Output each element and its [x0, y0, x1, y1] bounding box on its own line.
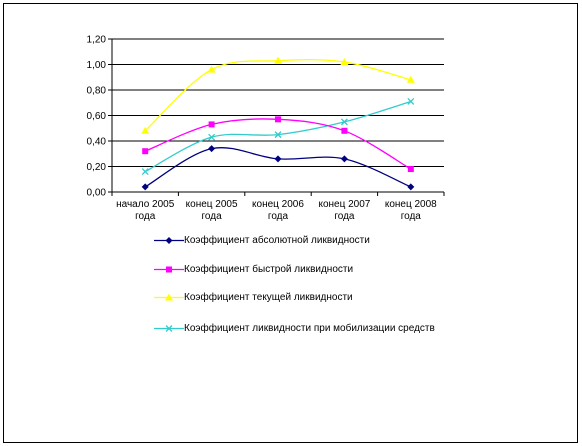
y-tick-label: 0,80 [87, 86, 107, 97]
x-tick-label: конец 2007 года [318, 199, 370, 222]
data-point [141, 183, 149, 191]
data-point [340, 155, 348, 163]
data-point [141, 126, 150, 134]
legend-label-quick: Коэффициент быстрой ликвидности [184, 264, 354, 275]
x-tick-label: конец 2005 года [186, 199, 238, 222]
data-point [275, 116, 281, 123]
legend-key-quick [154, 266, 184, 273]
y-tick-label: 0,20 [87, 162, 107, 173]
data-point [208, 133, 216, 141]
y-tick-label: 1,20 [87, 35, 107, 46]
data-point [340, 57, 349, 65]
data-point [407, 98, 415, 105]
y-tick-label: 1,00 [87, 60, 107, 71]
data-point [207, 65, 216, 73]
data-point [407, 183, 415, 191]
x-tick-label: конец 2008 года [385, 199, 437, 222]
legend-label-absolute: Коэффициент абсолютной ликвидности [184, 235, 370, 246]
legend-key-mobilization [154, 325, 184, 332]
legend-marker [165, 293, 173, 301]
data-point [274, 131, 282, 139]
legend-key-current [154, 293, 184, 301]
data-point [340, 118, 348, 126]
data-point [406, 75, 415, 83]
line-chart: 0,00 0,20 0,40 0,60 0,80 1,00 1,20 начало 2005 г… [87, 35, 445, 222]
data-point [274, 155, 282, 163]
y-tick-label: 0,60 [87, 111, 107, 122]
legend-key-absolute [154, 237, 184, 244]
data-point [141, 168, 149, 176]
series-line [144, 147, 412, 188]
data-point [274, 56, 282, 64]
legend-marker [165, 237, 173, 244]
y-tick-label: 0,40 [87, 137, 107, 148]
data-point [142, 148, 149, 155]
legend-marker [165, 325, 173, 332]
x-tick-label: конец 2006 года [252, 199, 304, 222]
chart-frame: 0,00 0,20 0,40 0,60 0,80 1,00 1,20 начало 2005 г… [3, 3, 578, 443]
x-tick-label: начало 2005 года [116, 199, 175, 222]
legend-marker [166, 266, 172, 273]
data-point [407, 166, 414, 173]
data-point [208, 145, 216, 153]
legend-label-mobilization: Коэффициент ликвидности при мобилизации … [184, 323, 435, 334]
legend-label-current: Коэффициент текущей ликвидности [184, 292, 353, 303]
y-tick-label: 0,00 [87, 188, 107, 199]
data-point [341, 127, 348, 134]
data-point [208, 121, 215, 128]
